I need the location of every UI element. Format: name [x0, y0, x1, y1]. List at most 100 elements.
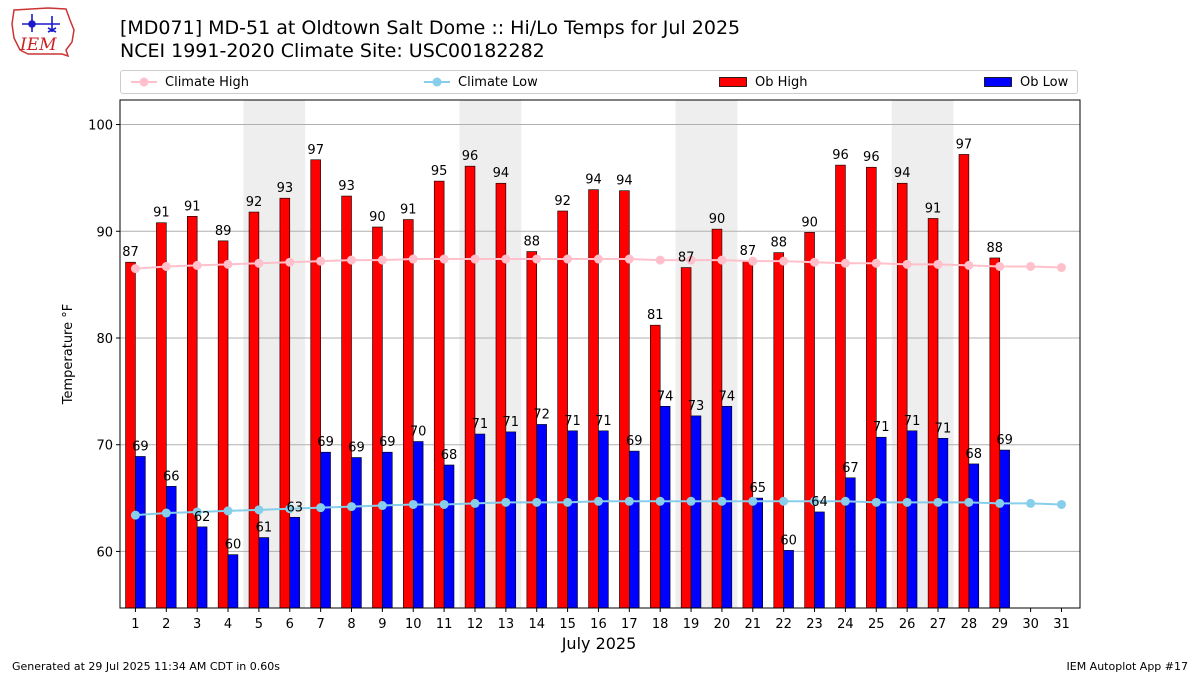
- point-climate-low-8: [347, 502, 357, 512]
- label-ob-low-23: 64: [811, 495, 828, 510]
- xtick-label-17: 17: [621, 617, 638, 632]
- label-ob-low-8: 69: [348, 441, 365, 456]
- label-ob-low-13: 71: [503, 415, 520, 430]
- bar-ob-low-13: [505, 431, 517, 609]
- label-ob-high-17: 94: [616, 174, 633, 189]
- legend-item-ob-low: Ob Low: [984, 71, 1068, 93]
- point-climate-high-17: [624, 254, 634, 264]
- label-ob-low-4: 60: [225, 538, 242, 553]
- label-ob-low-25: 71: [873, 420, 890, 435]
- label-ob-high-27: 91: [925, 201, 942, 216]
- xtick-label-7: 7: [317, 617, 325, 632]
- xtick-label-9: 9: [378, 617, 386, 632]
- bar-ob-high-14: [526, 251, 538, 609]
- label-ob-low-29: 69: [996, 433, 1013, 448]
- bar-ob-low-28: [968, 463, 980, 609]
- point-climate-low-16: [593, 496, 603, 506]
- point-climate-high-24: [840, 258, 850, 268]
- label-ob-high-28: 97: [956, 137, 973, 152]
- label-ob-high-15: 92: [554, 194, 571, 209]
- legend-swatch-ob-low: [984, 77, 1012, 87]
- point-climate-high-19: [686, 255, 696, 265]
- point-climate-low-12: [470, 498, 480, 508]
- logo-text: IEM: [19, 35, 57, 55]
- label-ob-high-29: 88: [987, 241, 1004, 256]
- point-climate-low-7: [316, 503, 326, 513]
- label-ob-low-12: 71: [472, 417, 489, 432]
- xtick-label-28: 28: [961, 617, 978, 632]
- bar-ob-low-14: [536, 424, 547, 609]
- point-climate-high-27: [933, 259, 943, 269]
- xtick-label-12: 12: [467, 617, 484, 632]
- legend-item-climate-high: Climate High: [131, 71, 249, 93]
- label-ob-high-22: 88: [770, 236, 787, 251]
- point-climate-high-22: [779, 256, 789, 266]
- label-ob-low-11: 68: [441, 448, 458, 463]
- label-ob-low-9: 69: [379, 435, 396, 450]
- x-axis-label: July 2025: [561, 634, 637, 653]
- label-ob-high-20: 90: [709, 212, 726, 227]
- label-ob-low-6: 63: [286, 500, 303, 515]
- bar-ob-high-25: [866, 166, 877, 609]
- legend-label-climate-high: Climate High: [165, 74, 250, 90]
- point-climate-high-23: [810, 257, 820, 267]
- bar-ob-high-28: [958, 154, 970, 609]
- point-climate-low-3: [192, 507, 202, 517]
- label-ob-high-24: 96: [832, 148, 849, 163]
- point-climate-high-4: [223, 259, 233, 269]
- bar-ob-high-24: [835, 164, 846, 609]
- point-climate-low-6: [285, 504, 295, 514]
- point-climate-low-31: [1056, 499, 1066, 509]
- label-ob-low-22: 60: [780, 533, 797, 548]
- point-climate-low-14: [532, 497, 542, 507]
- label-ob-low-28: 68: [966, 447, 983, 462]
- xtick-label-20: 20: [714, 617, 731, 632]
- ytick-label-90: 90: [96, 225, 113, 240]
- bar-ob-low-10: [412, 441, 424, 609]
- xtick-label-24: 24: [837, 617, 854, 632]
- point-climate-high-28: [964, 260, 974, 270]
- legend-swatch-climate-high: [131, 77, 157, 87]
- point-climate-high-15: [563, 254, 573, 264]
- xtick-label-30: 30: [1022, 617, 1039, 632]
- bar-ob-high-11: [433, 180, 445, 609]
- label-ob-low-1: 69: [132, 439, 149, 454]
- bar-ob-high-17: [619, 190, 630, 609]
- label-ob-high-16: 94: [585, 173, 602, 188]
- label-ob-high-7: 97: [307, 143, 324, 158]
- xtick-label-11: 11: [436, 617, 453, 632]
- label-ob-low-19: 73: [688, 399, 705, 414]
- point-climate-high-31: [1056, 263, 1066, 273]
- xtick-label-29: 29: [991, 617, 1008, 632]
- xtick-label-1: 1: [131, 617, 139, 632]
- bar-ob-low-21: [752, 497, 763, 609]
- xtick-label-18: 18: [652, 617, 669, 632]
- point-climate-low-19: [686, 496, 696, 506]
- label-ob-low-14: 72: [533, 407, 550, 422]
- bar-ob-low-27: [937, 438, 949, 609]
- bar-ob-low-2: [166, 486, 177, 609]
- bar-ob-high-20: [711, 228, 723, 609]
- label-ob-low-7: 69: [317, 435, 334, 450]
- bar-ob-low-16: [598, 430, 609, 609]
- label-ob-low-27: 71: [935, 421, 952, 436]
- xtick-label-5: 5: [255, 617, 263, 632]
- legend-swatch-climate-low: [424, 77, 450, 87]
- ytick-label-70: 70: [96, 439, 113, 454]
- point-climate-high-2: [161, 261, 171, 271]
- label-ob-high-5: 92: [246, 195, 263, 210]
- legend-item-ob-high: Ob High: [719, 71, 808, 93]
- bar-ob-high-19: [680, 267, 692, 609]
- bar-ob-high-22: [773, 252, 784, 609]
- legend: Climate High Climate Low Ob High Ob Low: [120, 70, 1078, 94]
- point-climate-high-30: [1026, 261, 1036, 271]
- legend-label-ob-low: Ob Low: [1020, 74, 1069, 90]
- bar-ob-low-25: [875, 436, 887, 609]
- bar-ob-high-12: [464, 165, 476, 609]
- label-ob-high-14: 88: [524, 235, 541, 250]
- point-climate-low-22: [779, 496, 789, 506]
- xtick-label-27: 27: [930, 617, 947, 632]
- data-labels: 87 91 91 89 92 93 97 93 90 91 95 96 94 88 92 94 94 81 87 90…: [122, 137, 1013, 552]
- label-ob-low-24: 67: [842, 461, 859, 476]
- label-ob-high-4: 89: [215, 224, 232, 239]
